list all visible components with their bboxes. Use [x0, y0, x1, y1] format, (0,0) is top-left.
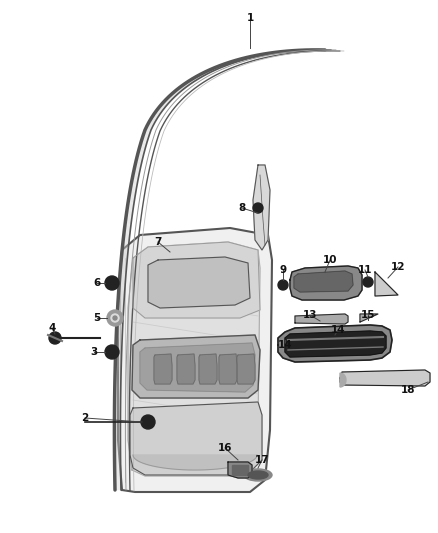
Text: 6: 6 — [93, 278, 101, 288]
Text: 10: 10 — [323, 255, 337, 265]
Circle shape — [278, 280, 288, 290]
Circle shape — [363, 277, 373, 287]
Text: 3: 3 — [90, 347, 98, 357]
Circle shape — [105, 345, 119, 359]
Text: 14: 14 — [331, 325, 345, 335]
Polygon shape — [132, 335, 260, 398]
Polygon shape — [133, 242, 260, 318]
Text: 8: 8 — [238, 203, 246, 213]
Circle shape — [49, 332, 61, 344]
Text: 18: 18 — [401, 385, 415, 395]
Text: 9: 9 — [279, 265, 286, 275]
Polygon shape — [360, 314, 378, 322]
Circle shape — [107, 310, 123, 326]
Polygon shape — [154, 354, 172, 384]
Text: 16: 16 — [218, 443, 232, 453]
Circle shape — [141, 415, 155, 429]
Text: 15: 15 — [361, 310, 375, 320]
Polygon shape — [237, 354, 255, 384]
Circle shape — [111, 314, 119, 322]
Circle shape — [253, 203, 263, 213]
Text: 13: 13 — [303, 310, 317, 320]
Text: 11: 11 — [358, 265, 372, 275]
Polygon shape — [285, 331, 386, 357]
Polygon shape — [148, 257, 250, 308]
Polygon shape — [219, 354, 237, 384]
Circle shape — [113, 316, 117, 320]
Polygon shape — [253, 165, 270, 250]
Text: 2: 2 — [81, 413, 88, 423]
Polygon shape — [340, 373, 346, 387]
Text: 17: 17 — [254, 455, 269, 465]
Polygon shape — [177, 354, 195, 384]
Text: 14: 14 — [278, 340, 292, 350]
Text: 5: 5 — [93, 313, 101, 323]
Polygon shape — [294, 271, 353, 292]
Polygon shape — [295, 314, 348, 324]
Polygon shape — [130, 402, 262, 475]
Polygon shape — [340, 370, 430, 386]
Polygon shape — [128, 242, 260, 476]
Ellipse shape — [244, 469, 272, 481]
Polygon shape — [133, 455, 257, 470]
Text: 12: 12 — [391, 262, 405, 272]
Polygon shape — [232, 465, 248, 475]
Text: 4: 4 — [48, 323, 56, 333]
Polygon shape — [228, 462, 252, 478]
Polygon shape — [278, 325, 392, 362]
Polygon shape — [118, 228, 272, 492]
Polygon shape — [140, 343, 255, 392]
Polygon shape — [375, 272, 398, 296]
Text: 7: 7 — [154, 237, 162, 247]
Circle shape — [105, 276, 119, 290]
Ellipse shape — [248, 471, 268, 479]
Polygon shape — [290, 266, 362, 300]
Text: 1: 1 — [246, 13, 254, 23]
Polygon shape — [199, 354, 217, 384]
